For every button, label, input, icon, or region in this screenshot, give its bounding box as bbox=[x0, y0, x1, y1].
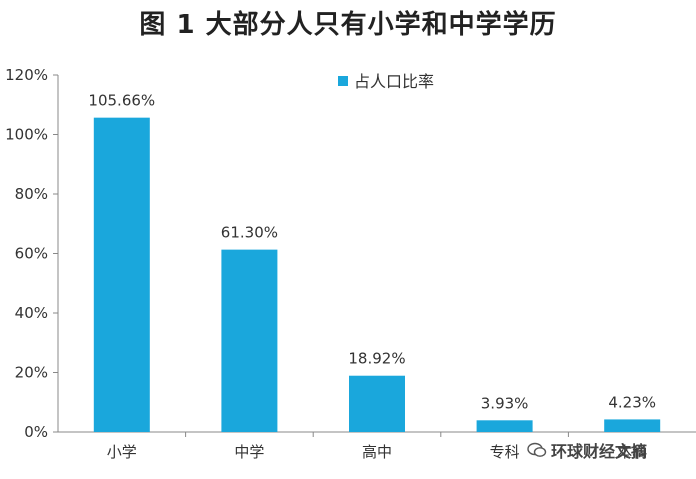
y-tick-label: 100% bbox=[5, 126, 48, 144]
x-tick-label: 专科 bbox=[490, 443, 520, 461]
y-tick-label: 0% bbox=[24, 423, 48, 441]
y-tick-label: 60% bbox=[15, 245, 48, 263]
y-tick-label: 20% bbox=[15, 364, 48, 382]
bars: 105.66% 61.30% 18.92% 3.93% 4.23% bbox=[88, 92, 661, 432]
data-label: 4.23% bbox=[608, 393, 656, 411]
watermark: 环球财经文摘 bbox=[527, 438, 647, 462]
x-tick-label: 中学 bbox=[234, 443, 264, 461]
watermark-text: 环球财经文摘 bbox=[551, 442, 648, 461]
bar bbox=[93, 117, 150, 432]
bar bbox=[221, 249, 278, 432]
chart-title: 图 1 大部分人只有小学和中学学历 bbox=[139, 10, 557, 40]
legend-swatch bbox=[338, 76, 348, 86]
y-tick-label: 120% bbox=[5, 66, 48, 84]
x-tick-label: 本科 bbox=[617, 443, 647, 461]
data-label: 61.30% bbox=[221, 224, 278, 242]
data-label: 105.66% bbox=[88, 92, 155, 110]
legend-label: 占人口比率 bbox=[354, 72, 434, 91]
wechat-icon bbox=[527, 442, 547, 458]
y-tick-label: 80% bbox=[15, 185, 48, 203]
bar bbox=[604, 419, 661, 432]
bar bbox=[476, 420, 533, 432]
x-tick-label: 高中 bbox=[362, 443, 392, 461]
x-tick-label: 小学 bbox=[107, 443, 137, 461]
data-label: 18.92% bbox=[348, 350, 405, 368]
y-tick-label: 40% bbox=[15, 304, 48, 322]
data-label: 3.93% bbox=[481, 394, 529, 412]
bar bbox=[349, 375, 405, 432]
legend: 占人口比率 bbox=[338, 72, 434, 91]
